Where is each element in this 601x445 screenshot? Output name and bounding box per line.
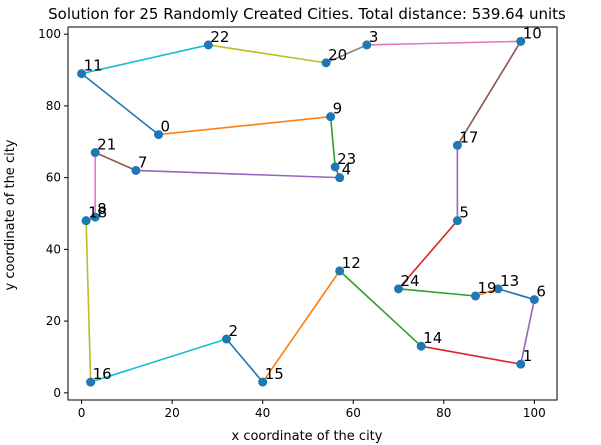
city-point-20	[321, 58, 331, 68]
city-label-3: 3	[369, 28, 379, 46]
city-point-9	[326, 112, 336, 122]
city-point-2	[221, 334, 231, 344]
chart-title: Solution for 25 Randomly Created Cities.…	[48, 5, 566, 23]
city-label-0: 0	[161, 118, 171, 136]
route-segment-18-16	[85, 220, 92, 383]
y-tick-label-100: 100	[38, 27, 61, 41]
city-label-15: 15	[265, 365, 284, 383]
route-segments	[81, 40, 536, 383]
city-label-22: 22	[210, 28, 229, 46]
route-segment-4-7	[135, 169, 340, 179]
city-label-5: 5	[459, 204, 469, 222]
city-label-19: 19	[478, 279, 497, 297]
city-label-10: 10	[523, 24, 542, 42]
y-tick-label-60: 60	[46, 171, 61, 185]
city-point-21	[90, 148, 100, 158]
city-label-9: 9	[333, 100, 343, 118]
city-point-15	[258, 377, 268, 387]
city-label-2: 2	[228, 322, 238, 340]
y-tick-label-80: 80	[46, 99, 61, 113]
city-point-1	[516, 359, 526, 369]
city-point-16	[86, 377, 96, 387]
city-point-4	[335, 173, 345, 183]
city-label-11: 11	[84, 57, 103, 75]
city-label-14: 14	[423, 329, 442, 347]
city-points	[77, 36, 539, 387]
city-point-23	[330, 162, 340, 172]
city-label-17: 17	[459, 128, 478, 146]
city-label-6: 6	[536, 283, 546, 301]
y-tick-label-0: 0	[53, 386, 61, 400]
route-segment-0-9	[158, 115, 331, 136]
city-label-7: 7	[138, 153, 148, 171]
x-tick-label-80: 80	[436, 406, 451, 420]
city-label-1: 1	[523, 347, 533, 365]
y-tick-label-40: 40	[46, 242, 61, 256]
y-axis-label: y coordinate of the city	[3, 139, 18, 290]
x-tick-label-0: 0	[78, 406, 86, 420]
city-label-4: 4	[342, 161, 352, 179]
x-tick-label-20: 20	[164, 406, 179, 420]
city-point-14	[416, 341, 426, 351]
city-point-17	[452, 140, 462, 150]
city-label-12: 12	[342, 254, 361, 272]
city-point-19	[471, 291, 480, 301]
x-tick-label-60: 60	[346, 406, 361, 420]
city-point-8	[90, 212, 100, 222]
city-point-6	[529, 295, 539, 305]
route-segment-16-2	[90, 338, 227, 383]
city-point-7	[131, 165, 141, 175]
city-label-20: 20	[328, 46, 347, 64]
city-point-11	[77, 69, 87, 79]
y-axis-ticks: 0 20 40 60 80 100	[38, 27, 68, 400]
route-segment-19-24	[398, 288, 476, 297]
x-axis-ticks: 0 20 40 60 80 100	[78, 400, 546, 420]
city-point-0	[154, 130, 164, 140]
x-tick-label-40: 40	[255, 406, 270, 420]
city-point-5	[452, 216, 462, 226]
route-segment-20-22	[208, 44, 327, 64]
city-point-22	[203, 40, 213, 50]
city-point-13	[493, 284, 503, 294]
route-segment-12-14	[339, 270, 422, 347]
city-label-13: 13	[500, 272, 519, 290]
route-segment-15-12	[262, 270, 341, 383]
city-point-3	[362, 40, 372, 50]
city-label-18: 18	[88, 204, 107, 222]
x-tick-label-100: 100	[523, 406, 546, 420]
route-segment-22-11	[81, 44, 209, 75]
route-segment-10-3	[366, 40, 521, 46]
y-tick-label-20: 20	[46, 314, 61, 328]
route-segment-9-23	[329, 116, 336, 167]
city-point-24	[394, 284, 404, 294]
x-axis-label: x coordinate of the city	[232, 429, 383, 444]
city-point-10	[516, 36, 526, 46]
city-point-18	[81, 216, 91, 226]
route-segment-7-21	[94, 151, 137, 172]
route-segment-17-10	[456, 40, 522, 146]
city-label-23: 23	[337, 150, 356, 168]
route-segment-14-1	[421, 345, 521, 365]
city-label-8: 8	[97, 200, 107, 218]
city-label-24: 24	[401, 272, 420, 290]
route-segment-2-15	[225, 338, 264, 383]
route-segment-1-6	[519, 299, 536, 365]
route-segment-6-13	[497, 288, 535, 301]
city-label-21: 21	[97, 136, 116, 154]
route-segment-24-5	[397, 220, 458, 290]
route-segment-11-0	[81, 72, 160, 136]
plot-frame	[67, 26, 558, 401]
city-label-16: 16	[93, 365, 112, 383]
route-segment-3-20	[325, 44, 368, 64]
city-point-12	[335, 266, 345, 276]
